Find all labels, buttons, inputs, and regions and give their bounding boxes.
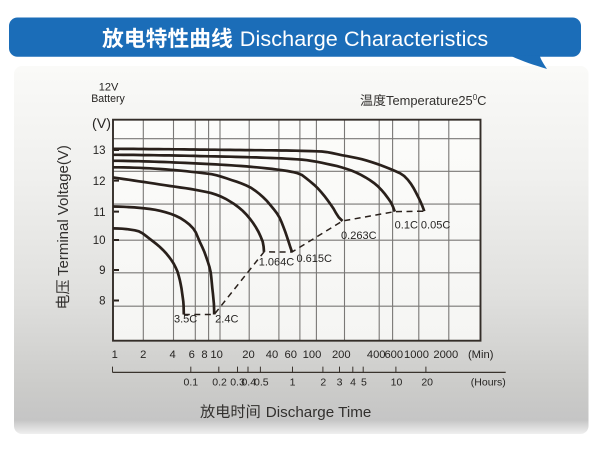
svg-text:12V: 12V: [99, 82, 119, 94]
svg-text:8: 8: [201, 349, 207, 361]
svg-text:3.5C: 3.5C: [174, 313, 197, 325]
svg-text:0.615C: 0.615C: [296, 253, 332, 265]
svg-text:4: 4: [169, 349, 175, 361]
svg-text:5: 5: [361, 377, 367, 389]
svg-text:1.064C: 1.064C: [259, 256, 295, 268]
svg-text:10: 10: [93, 235, 106, 247]
svg-text:400: 400: [367, 349, 386, 361]
svg-text:2.4C: 2.4C: [215, 313, 238, 325]
svg-text:0.2: 0.2: [212, 377, 227, 389]
svg-text:(Hours): (Hours): [471, 377, 506, 389]
svg-text:Terminal Voltage(V): Terminal Voltage(V): [55, 145, 72, 276]
svg-text:2000: 2000: [433, 349, 458, 361]
svg-text:20: 20: [421, 377, 433, 389]
svg-text:0.1C: 0.1C: [395, 220, 418, 232]
svg-text:2: 2: [140, 349, 146, 361]
svg-text:Temperature250C: Temperature250C: [386, 93, 486, 108]
svg-text:(V): (V): [92, 116, 111, 132]
svg-text:Discharge Time: Discharge Time: [266, 404, 372, 421]
svg-text:20: 20: [242, 349, 254, 361]
svg-text:13: 13: [93, 145, 106, 157]
svg-text:1: 1: [112, 349, 118, 361]
svg-text:0.4: 0.4: [241, 377, 256, 389]
svg-text:Discharge Characteristics: Discharge Characteristics: [240, 26, 489, 51]
svg-text:0.5: 0.5: [254, 377, 269, 389]
svg-text:4: 4: [350, 377, 356, 389]
svg-text:11: 11: [94, 207, 106, 219]
svg-text:3: 3: [337, 377, 343, 389]
svg-text:12: 12: [93, 176, 106, 188]
svg-text:1: 1: [290, 377, 296, 389]
svg-text:100: 100: [303, 349, 322, 361]
svg-text:0.1: 0.1: [183, 377, 198, 389]
svg-text:10: 10: [391, 377, 403, 389]
svg-text:Battery: Battery: [91, 93, 125, 105]
svg-text:6: 6: [189, 349, 195, 361]
svg-text:2: 2: [320, 377, 326, 389]
svg-text:40: 40: [266, 349, 278, 361]
svg-text:200: 200: [332, 349, 351, 361]
svg-text:0.3: 0.3: [230, 377, 245, 389]
svg-text:9: 9: [99, 265, 105, 277]
svg-text:0.263C: 0.263C: [341, 230, 377, 242]
svg-text:0.05C: 0.05C: [421, 220, 450, 232]
svg-text:600: 600: [384, 349, 403, 361]
svg-text:60: 60: [284, 349, 296, 361]
svg-text:8: 8: [99, 296, 105, 308]
svg-text:10: 10: [210, 349, 222, 361]
svg-text:1000: 1000: [404, 349, 429, 361]
svg-text:(Min): (Min): [468, 349, 494, 361]
